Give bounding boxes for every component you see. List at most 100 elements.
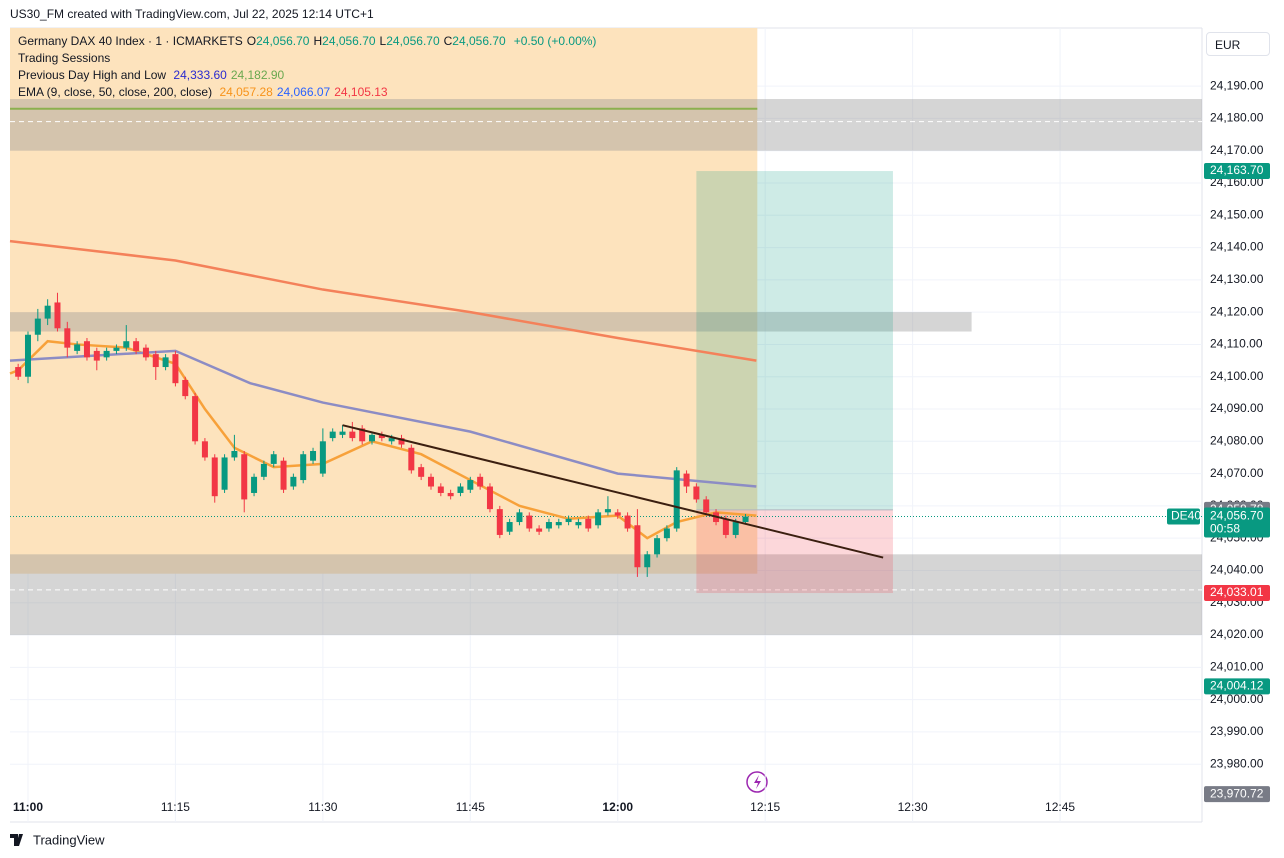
zone [10, 312, 972, 332]
y-tick-label: 24,180.00 [1210, 111, 1264, 125]
x-tick-label: 11:15 [161, 800, 190, 814]
candle-body [604, 509, 611, 513]
y-tick-label: 24,070.00 [1210, 466, 1264, 480]
candle-body [427, 476, 434, 487]
candle-body [624, 515, 631, 529]
price-tag-label: 24,058.78 [1210, 502, 1264, 516]
candle-body [447, 492, 454, 497]
ohlc-key: H [313, 34, 323, 48]
currency-button[interactable]: EUR [1206, 32, 1270, 56]
y-tick-label: 23,990.00 [1210, 724, 1264, 738]
candle-body [595, 512, 602, 526]
y-tick-label: 23,980.00 [1210, 756, 1264, 770]
pdhl-high: 24,333.60 [173, 68, 227, 82]
replay-icon [746, 771, 768, 793]
ema-value: 24,057.28 [219, 85, 273, 99]
ema-line: EMA (9, close, 50, close, 200, close) 24… [18, 84, 392, 101]
ohlc-value: 24,056.70 [386, 34, 440, 48]
ohlc-value: 24,056.70 [256, 34, 310, 48]
candle-body [211, 457, 218, 497]
x-tick-label: 11:30 [308, 800, 337, 814]
candle-body [506, 522, 513, 532]
y-tick-label: 24,090.00 [1210, 401, 1264, 415]
legend-line: Germany DAX 40 Index · 1 · ICMARKETS O24,… [18, 33, 600, 50]
y-tick-label: 24,110.00 [1210, 337, 1263, 351]
symbol-tag [1167, 508, 1200, 525]
candle-body [280, 460, 287, 490]
candle-body [93, 350, 100, 361]
candle-body [644, 554, 651, 568]
pdhl-name: Previous Day High and Low [18, 68, 167, 82]
symbol-label: DE40 [1171, 509, 1201, 523]
footer: TradingView [33, 832, 105, 847]
zone [10, 99, 1202, 151]
trend-line [342, 424, 884, 559]
price-tag [1204, 678, 1270, 695]
candle-body [722, 518, 729, 535]
candle-body [663, 528, 670, 539]
ohlc-value: 24,056.70 [322, 34, 376, 48]
candle-body [123, 341, 130, 348]
candle-body [83, 341, 90, 358]
candle-body [192, 396, 199, 442]
y-tick-label: 24,190.00 [1210, 78, 1264, 92]
candle-body [457, 486, 464, 493]
last-price-label: 24,056.70 [1210, 509, 1264, 523]
candle-body [64, 328, 71, 348]
candle-body [634, 525, 641, 568]
candle-body [713, 512, 720, 523]
candle-body [162, 357, 169, 368]
candle-body [555, 522, 562, 526]
candle-body [378, 434, 385, 439]
candle-body [614, 512, 621, 516]
candle-body [349, 431, 356, 439]
ohlc-key: C [443, 34, 453, 48]
y-tick-label: 24,170.00 [1210, 143, 1264, 157]
price-tag [1204, 786, 1270, 803]
candle-body [742, 516, 749, 523]
last-price-tag [1204, 507, 1270, 538]
candle-body [113, 347, 120, 351]
candle-body [24, 334, 31, 377]
price-tag-label: 24,163.70 [1210, 163, 1264, 177]
candle-body [693, 486, 700, 500]
price-tag-label: 24,004.12 [1210, 678, 1264, 692]
y-tick-label: 24,080.00 [1210, 433, 1264, 447]
candle-body [575, 522, 582, 526]
position-target [696, 171, 893, 510]
y-tick-label: 24,020.00 [1210, 627, 1264, 641]
y-tick-label: 24,030.00 [1210, 595, 1264, 609]
candle-body [467, 480, 474, 490]
candle-body [221, 457, 228, 490]
price-tag [1204, 163, 1270, 180]
ohlc-key: O [246, 34, 257, 48]
ema-value: 24,066.07 [276, 85, 331, 99]
ema-line [9, 349, 757, 488]
candle-body [545, 522, 552, 529]
candle-body [300, 454, 307, 481]
candle-body [15, 367, 22, 377]
y-tick-label: 24,010.00 [1210, 660, 1264, 674]
zone [10, 554, 1202, 636]
candle-body [103, 350, 110, 358]
candle-body [732, 522, 739, 535]
ema-line [9, 239, 757, 362]
candle-body [496, 509, 503, 535]
candle-body [319, 441, 326, 474]
candle-body [516, 512, 523, 523]
candle-body [231, 450, 238, 458]
x-tick-label: 12:15 [750, 800, 780, 814]
y-tick-label: 24,140.00 [1210, 240, 1264, 254]
candle-body [408, 447, 415, 471]
candle-body [34, 318, 41, 335]
price-tag-label: 24,033.01 [1210, 585, 1264, 599]
candle-body [369, 434, 376, 442]
candle-body [241, 454, 248, 500]
x-tick-label: 12:00 [602, 800, 633, 814]
y-tick-label: 24,160.00 [1210, 175, 1264, 189]
x-tick-label: 12:45 [1045, 800, 1075, 814]
y-tick-label: 24,130.00 [1210, 272, 1264, 286]
price-tag-label: 23,970.72 [1210, 786, 1264, 800]
